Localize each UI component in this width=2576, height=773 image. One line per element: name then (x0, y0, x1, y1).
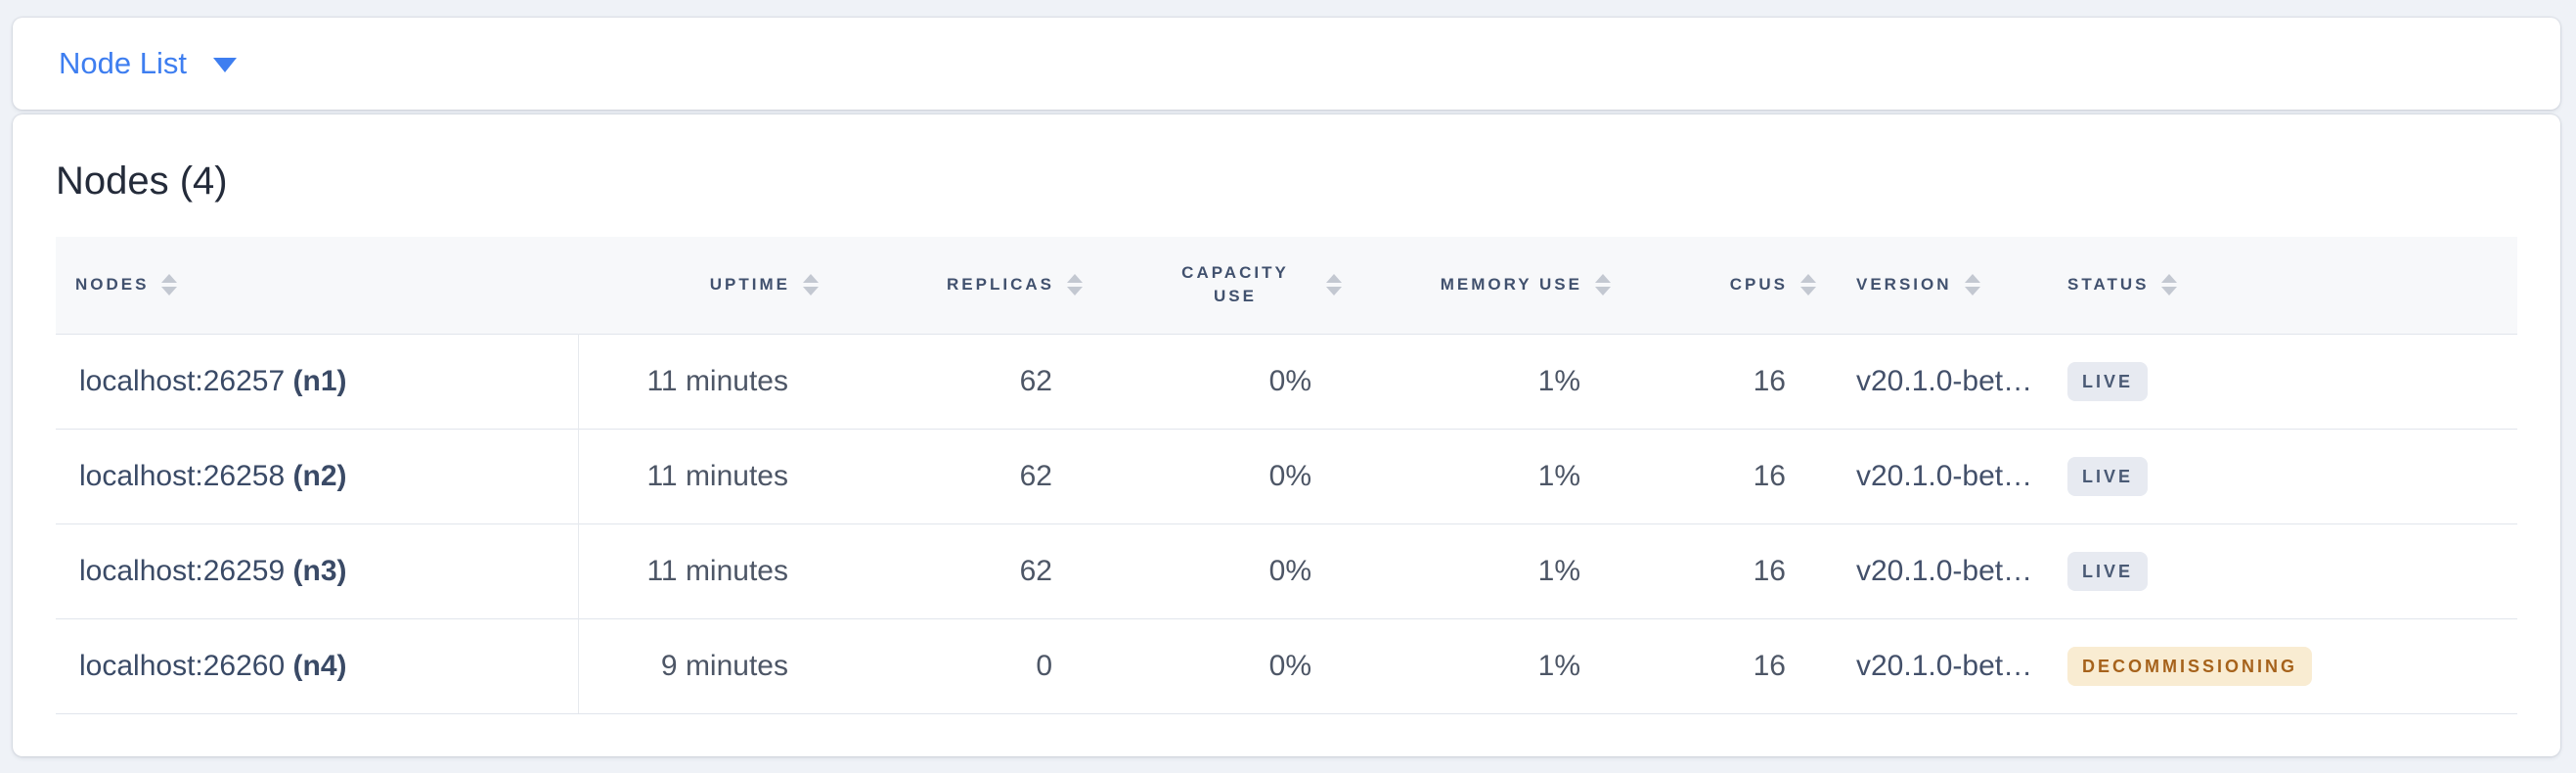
cell-version: v20.1.0-bet… (1825, 523, 2060, 618)
cell-uptime: 11 minutes (578, 523, 827, 618)
table-header-row: NODES UPTIME REPLICAS (56, 237, 2517, 334)
node-link[interactable]: localhost:26259 (n3) (79, 555, 347, 587)
table-row: localhost:26260 (n4) 9 minutes 0 0% 1% 1… (56, 617, 2517, 714)
status-badge: LIVE (2067, 361, 2149, 401)
node-address: localhost:26260 (79, 649, 286, 682)
view-selector-label: Node List (59, 46, 187, 80)
column-header-capacity-use[interactable]: CAPACITY USE (1091, 237, 1351, 334)
cell-version: v20.1.0-bet… (1825, 617, 2060, 714)
cell-capacity-use: 0% (1091, 617, 1351, 714)
column-label: VERSION (1856, 275, 1952, 295)
cell-version: v20.1.0-bet… (1825, 333, 2060, 429)
column-label: NODES (75, 275, 150, 295)
cell-cpus: 16 (1620, 617, 1825, 714)
node-address: localhost:26257 (79, 364, 286, 397)
cell-status: LIVE (2060, 333, 2517, 429)
table-row: localhost:26258 (n2) 11 minutes 62 0% 1%… (56, 428, 2517, 523)
nodes-panel: Nodes (4) NODES UPTIME (13, 114, 2560, 756)
caret-down-icon (212, 58, 237, 72)
status-badge: LIVE (2067, 551, 2149, 591)
node-link[interactable]: localhost:26258 (n2) (79, 460, 347, 492)
node-list-table: NODES UPTIME REPLICAS (56, 237, 2517, 714)
column-label: CAPACITY USE (1181, 262, 1289, 306)
table-row: localhost:26257 (n1) 11 minutes 62 0% 1%… (56, 333, 2517, 429)
cell-memory-use: 1% (1351, 523, 1620, 618)
cell-cpus: 16 (1620, 428, 1825, 523)
sort-arrows-icon (1326, 274, 1342, 296)
cell-memory-use: 1% (1351, 617, 1620, 714)
cell-replicas: 0 (827, 617, 1091, 714)
sort-arrows-icon (1964, 274, 1980, 296)
cell-status: LIVE (2060, 523, 2517, 618)
cell-uptime: 11 minutes (578, 428, 827, 523)
cell-version: v20.1.0-bet… (1825, 428, 2060, 523)
node-link[interactable]: localhost:26257 (n1) (79, 365, 347, 397)
column-header-version[interactable]: VERSION (1825, 237, 2060, 334)
column-label: REPLICAS (947, 275, 1054, 295)
node-id: (n1) (292, 364, 347, 397)
node-address: localhost:26259 (79, 554, 286, 587)
cell-node: localhost:26258 (n2) (56, 428, 579, 523)
column-label: CPUS (1729, 275, 1788, 295)
cell-uptime: 11 minutes (578, 333, 827, 429)
node-link[interactable]: localhost:26260 (n4) (79, 650, 347, 682)
node-address: localhost:26258 (79, 459, 286, 492)
cell-status: DECOMMISSIONING (2060, 617, 2517, 714)
cell-uptime: 9 minutes (578, 617, 827, 714)
column-header-uptime[interactable]: UPTIME (578, 237, 827, 334)
sort-arrows-icon (1595, 274, 1611, 296)
sort-arrows-icon (1800, 274, 1816, 296)
status-badge: LIVE (2067, 456, 2149, 496)
cell-cpus: 16 (1620, 333, 1825, 429)
cell-memory-use: 1% (1351, 428, 1620, 523)
cell-capacity-use: 0% (1091, 428, 1351, 523)
column-header-status[interactable]: STATUS (2060, 237, 2517, 334)
status-badge: DECOMMISSIONING (2067, 646, 2313, 686)
cell-cpus: 16 (1620, 523, 1825, 618)
node-id: (n3) (292, 554, 347, 587)
cell-memory-use: 1% (1351, 333, 1620, 429)
cell-capacity-use: 0% (1091, 523, 1351, 618)
cell-replicas: 62 (827, 523, 1091, 618)
node-id: (n4) (292, 649, 347, 682)
column-header-cpus[interactable]: CPUS (1620, 237, 1825, 334)
cell-node: localhost:26259 (n3) (56, 523, 579, 618)
node-id: (n2) (292, 459, 347, 492)
table-row: localhost:26259 (n3) 11 minutes 62 0% 1%… (56, 523, 2517, 618)
page-title: Nodes (4) (56, 159, 228, 203)
cell-replicas: 62 (827, 428, 1091, 523)
view-toolbar: Node List (13, 18, 2560, 110)
column-label: STATUS (2067, 275, 2150, 295)
column-label: UPTIME (709, 275, 790, 295)
cell-capacity-use: 0% (1091, 333, 1351, 429)
cell-node: localhost:26257 (n1) (56, 333, 579, 429)
view-selector-dropdown[interactable]: Node List (59, 46, 237, 81)
cell-status: LIVE (2060, 428, 2517, 523)
column-label: MEMORY USE (1440, 275, 1582, 295)
column-header-replicas[interactable]: REPLICAS (827, 237, 1091, 334)
sort-arrows-icon (161, 274, 178, 296)
cell-replicas: 62 (827, 333, 1091, 429)
sort-arrows-icon (2161, 274, 2178, 296)
sort-arrows-icon (1067, 274, 1083, 296)
column-header-memory-use[interactable]: MEMORY USE (1351, 237, 1620, 334)
column-header-nodes[interactable]: NODES (56, 237, 578, 334)
cell-node: localhost:26260 (n4) (56, 617, 579, 714)
sort-arrows-icon (803, 274, 819, 296)
